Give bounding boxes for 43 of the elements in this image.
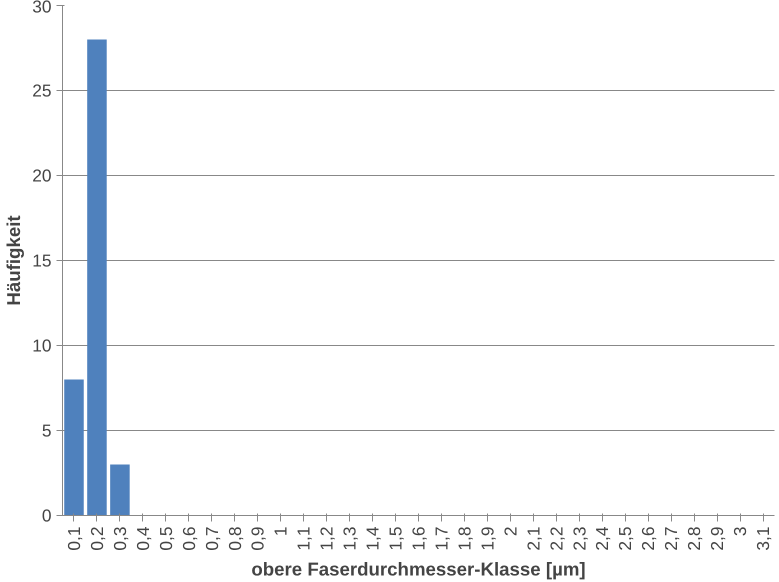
x-tick-label: 3 xyxy=(730,526,750,536)
x-tick-label: 1,1 xyxy=(294,526,314,551)
x-tick-label: 0,9 xyxy=(248,526,268,551)
y-tick-label: 10 xyxy=(32,336,52,356)
x-tick-label: 2,4 xyxy=(592,526,612,551)
x-tick-label: 3,1 xyxy=(753,526,774,551)
x-axis-title: obere Faserdurchmesser-Klasse [µm] xyxy=(251,558,586,580)
y-tick-label: 5 xyxy=(42,420,52,440)
x-tick-label: 1 xyxy=(270,526,291,536)
x-tick-label: 2,3 xyxy=(569,526,590,551)
y-tick-label: 25 xyxy=(32,80,52,100)
x-tick-label: 1,3 xyxy=(340,526,360,551)
x-tick-label: 0,2 xyxy=(86,526,107,551)
bar xyxy=(64,380,84,516)
x-tick-label: 0,6 xyxy=(178,526,199,551)
x-tick-label: 1,9 xyxy=(477,526,498,551)
x-tick-label: 2 xyxy=(500,526,520,536)
x-tick-label: 1,2 xyxy=(316,526,337,551)
y-tick-label: 15 xyxy=(32,250,52,270)
x-tick-label: 1,4 xyxy=(362,526,383,551)
x-tick-label: 2,9 xyxy=(707,526,728,551)
y-tick-label: 0 xyxy=(42,506,52,526)
bar xyxy=(110,464,130,516)
x-tick-label: 2,1 xyxy=(523,526,544,551)
x-tick-label: 0,1 xyxy=(64,526,84,551)
x-tick-label: 1,8 xyxy=(454,526,474,551)
x-tick-label: 1,7 xyxy=(431,526,452,551)
y-tick-label: 30 xyxy=(32,0,52,16)
x-tick-label: 2,6 xyxy=(638,526,658,551)
x-tick-label: 0,7 xyxy=(202,526,222,551)
x-tick-label: 1,6 xyxy=(408,526,428,551)
y-tick-label: 20 xyxy=(32,166,52,186)
x-tick-label: 0,4 xyxy=(132,526,153,551)
x-tick-label: 2,2 xyxy=(546,526,566,551)
x-tick-label: 1,5 xyxy=(386,526,406,551)
x-tick-label: 2,5 xyxy=(615,526,636,551)
y-axis-title: Häufigkeit xyxy=(3,215,24,306)
x-tick-label: 0,5 xyxy=(156,526,176,551)
bar xyxy=(87,40,107,516)
x-tick-label: 2,7 xyxy=(661,526,682,551)
x-tick-label: 0,8 xyxy=(224,526,245,551)
x-tick-label: 2,8 xyxy=(684,526,704,551)
x-tick-label: 0,3 xyxy=(110,526,130,551)
